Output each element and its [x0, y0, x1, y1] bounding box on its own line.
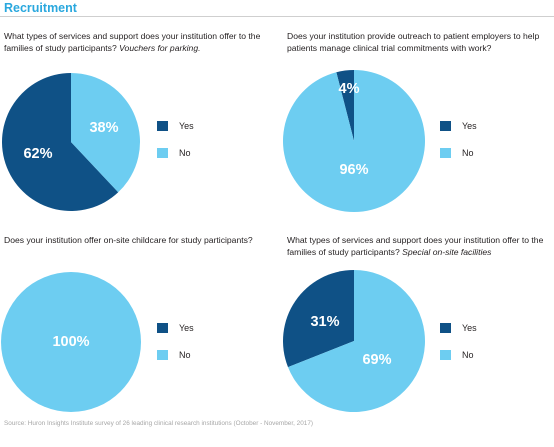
- chart-panel-1: What types of services and support does …: [0, 20, 277, 225]
- pie-chart: 62% 38%: [1, 73, 140, 211]
- legend-label-yes: Yes: [179, 121, 194, 131]
- data-label-no: 38%: [89, 120, 118, 136]
- data-label-yes: 31%: [310, 314, 339, 330]
- legend-label-yes: Yes: [462, 121, 477, 131]
- pie-slice-no: [1, 272, 141, 412]
- question-main: What types of services and support does …: [4, 31, 261, 53]
- legend-swatch-yes: [157, 323, 168, 333]
- page-header: Recruitment: [0, 0, 554, 20]
- pie-chart: 4% 96%: [282, 70, 425, 212]
- legend-swatch-yes: [157, 121, 168, 131]
- pie-slice-no: [287, 270, 425, 412]
- legend-swatch-yes: [440, 323, 451, 333]
- legend-label-no: No: [179, 350, 191, 360]
- question-emphasis: Special on-site facilities: [402, 247, 492, 257]
- question-emphasis: Vouchers for parking.: [119, 43, 201, 53]
- legend-label-yes: Yes: [179, 323, 194, 333]
- chart-panel-2: Does your institution provide outreach t…: [282, 20, 554, 225]
- chart-panel-4: What types of services and support does …: [283, 229, 554, 434]
- pie-slice-no: [71, 73, 140, 193]
- pie-slice-no: [282, 70, 425, 212]
- pie-chart: 31% 69%: [283, 270, 425, 412]
- data-label-no: 96%: [339, 162, 368, 178]
- header-divider: [0, 16, 554, 17]
- question-text: What types of services and support does …: [4, 30, 270, 54]
- legend-swatch-no: [157, 350, 168, 360]
- source-note: Source: Huron Insights Institute survey …: [4, 420, 314, 427]
- legend-swatch-no: [440, 350, 451, 360]
- pie-slice-yes: [336, 70, 354, 141]
- question-text: What types of services and support does …: [287, 234, 553, 258]
- legend-swatch-yes: [440, 121, 451, 131]
- legend-label-yes: Yes: [462, 323, 477, 333]
- pie-slice-yes: [283, 270, 354, 368]
- legend-label-no: No: [462, 350, 474, 360]
- question-main: Does your institution offer on-site chil…: [4, 235, 253, 245]
- question-main: Does your institution provide outreach t…: [287, 31, 540, 53]
- question-main: What types of services and support does …: [287, 235, 544, 257]
- legend-swatch-no: [157, 148, 168, 158]
- legend-label-no: No: [462, 148, 474, 158]
- chart-panel-3: Does your institution offer on-site chil…: [0, 229, 277, 434]
- question-text: Does your institution provide outreach t…: [287, 30, 553, 54]
- pie-slice-yes: [1, 73, 119, 211]
- legend-label-no: No: [179, 148, 191, 158]
- page-title: Recruitment: [4, 1, 77, 15]
- question-text: Does your institution offer on-site chil…: [4, 234, 270, 246]
- pie-chart: 100%: [1, 272, 141, 412]
- legend-swatch-no: [440, 148, 451, 158]
- data-label-yes: 62%: [23, 146, 52, 162]
- data-label-no: 100%: [52, 334, 89, 350]
- data-label-yes: 4%: [339, 81, 360, 97]
- data-label-no: 69%: [362, 352, 391, 368]
